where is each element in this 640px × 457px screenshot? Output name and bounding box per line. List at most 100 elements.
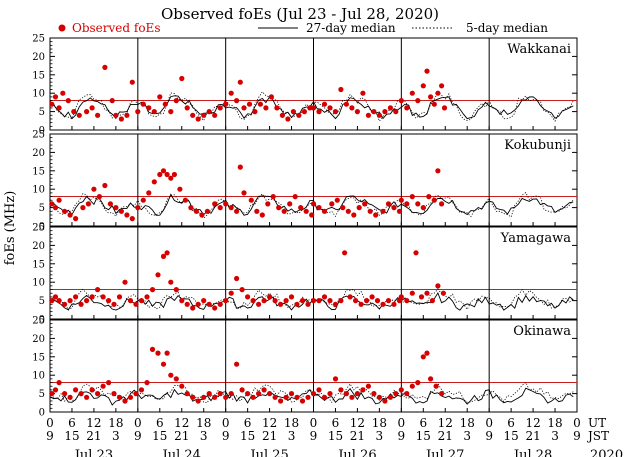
ut-tick-label: 12 <box>86 416 101 430</box>
observed-point <box>409 194 415 200</box>
observed-point <box>310 298 317 304</box>
observed-point <box>431 197 437 203</box>
observed-point <box>162 101 168 107</box>
observed-point <box>237 79 243 85</box>
observed-point <box>435 283 441 289</box>
observed-point <box>109 98 115 104</box>
observed-point <box>173 376 179 382</box>
ut-tick-label: 12 <box>525 416 540 430</box>
observed-point <box>303 208 309 214</box>
observed-point <box>106 380 112 386</box>
observed-point <box>89 294 95 300</box>
observed-point <box>228 205 234 211</box>
observed-point <box>96 194 102 200</box>
observed-point <box>60 90 66 96</box>
observed-point <box>144 294 150 300</box>
observed-point <box>327 105 333 111</box>
observed-point <box>365 112 371 118</box>
observed-point <box>396 208 403 214</box>
observed-point <box>182 197 188 203</box>
observed-point <box>107 201 113 207</box>
observed-point <box>409 383 415 389</box>
y-tick-label: 25 <box>32 34 45 45</box>
observed-point <box>358 301 364 307</box>
observed-point <box>310 105 317 111</box>
observed-point <box>351 212 357 218</box>
jst-tick-label: 21 <box>438 429 453 443</box>
observed-point <box>299 398 306 404</box>
observed-point <box>380 208 386 214</box>
observed-point <box>234 98 240 104</box>
ut-tick-label: 0 <box>573 416 581 430</box>
station-panel-wakkanai: 0 5 10 15 20 25 Wakkanai <box>32 34 578 137</box>
observed-point <box>56 105 62 111</box>
station-name: Kokubunji <box>504 138 571 153</box>
observed-point <box>429 298 435 304</box>
ut-tick-label: 12 <box>350 416 365 430</box>
observed-point <box>184 391 190 397</box>
median-5day-line <box>49 192 574 219</box>
ut-tick-label: 12 <box>438 416 453 430</box>
observed-point <box>393 109 399 115</box>
observed-point <box>100 294 106 300</box>
observed-point <box>177 186 183 192</box>
observed-point <box>321 294 328 300</box>
observed-point <box>305 301 311 307</box>
observed-point <box>223 101 229 107</box>
observed-point <box>89 105 95 111</box>
observed-point <box>259 212 265 218</box>
observed-point <box>85 201 91 207</box>
observed-point <box>279 112 285 118</box>
observed-point <box>67 394 73 400</box>
jst-tick-label: 15 <box>152 429 167 443</box>
jst-tick-label: 15 <box>328 429 343 443</box>
observed-point <box>362 201 368 207</box>
observed-point <box>439 201 445 207</box>
observed-point <box>382 109 388 115</box>
observed-point <box>415 201 421 207</box>
observed-point <box>338 298 344 304</box>
y-tick-label: 20 <box>32 241 45 252</box>
jst-tick-label: 9 <box>485 429 493 443</box>
jst-tick-label: 21 <box>86 429 101 443</box>
observed-point <box>124 112 130 118</box>
observed-point <box>190 394 196 400</box>
observed-point <box>193 208 199 214</box>
observed-point <box>420 205 426 211</box>
y-tick-label: 25 <box>32 223 45 234</box>
jst-tick-label: 15 <box>503 429 518 443</box>
observed-point <box>272 298 278 304</box>
chart-title: Observed foEs (Jul 23 - Jul 28, 2020) <box>161 5 439 23</box>
ut-tick-label: 6 <box>68 416 76 430</box>
observed-point <box>129 79 135 85</box>
observed-point <box>89 387 95 393</box>
observed-point <box>274 105 280 111</box>
day-label: Jul 23 <box>73 448 113 457</box>
station-name: Wakkanai <box>507 42 571 57</box>
observed-point <box>188 205 194 211</box>
observed-point <box>190 112 196 118</box>
jst-tick-label: 3 <box>551 429 559 443</box>
observed-point <box>354 391 360 397</box>
observed-point <box>307 105 313 111</box>
observed-point <box>428 376 434 382</box>
jst-tick-label: 3 <box>376 429 384 443</box>
observed-point <box>431 101 437 107</box>
ut-tick-label: 6 <box>244 416 252 430</box>
observed-point <box>95 287 101 293</box>
observed-point <box>116 294 123 300</box>
observed-point <box>367 208 373 214</box>
observed-point <box>441 105 448 111</box>
observed-point <box>329 201 335 207</box>
jst-tick-label: 21 <box>350 429 365 443</box>
observed-point <box>374 298 381 304</box>
observed-point <box>201 112 207 118</box>
observed-point <box>332 376 339 382</box>
legend: Observed foEs 27-day median 5-day median <box>58 21 548 35</box>
observed-point <box>250 298 256 304</box>
station-panel-yamagawa: 0 5 10 15 20 25 Yamagawa <box>32 223 578 326</box>
observed-point <box>195 301 201 307</box>
ut-tick-label: 0 <box>485 416 493 430</box>
observed-point <box>272 394 278 400</box>
observed-point <box>67 298 73 304</box>
